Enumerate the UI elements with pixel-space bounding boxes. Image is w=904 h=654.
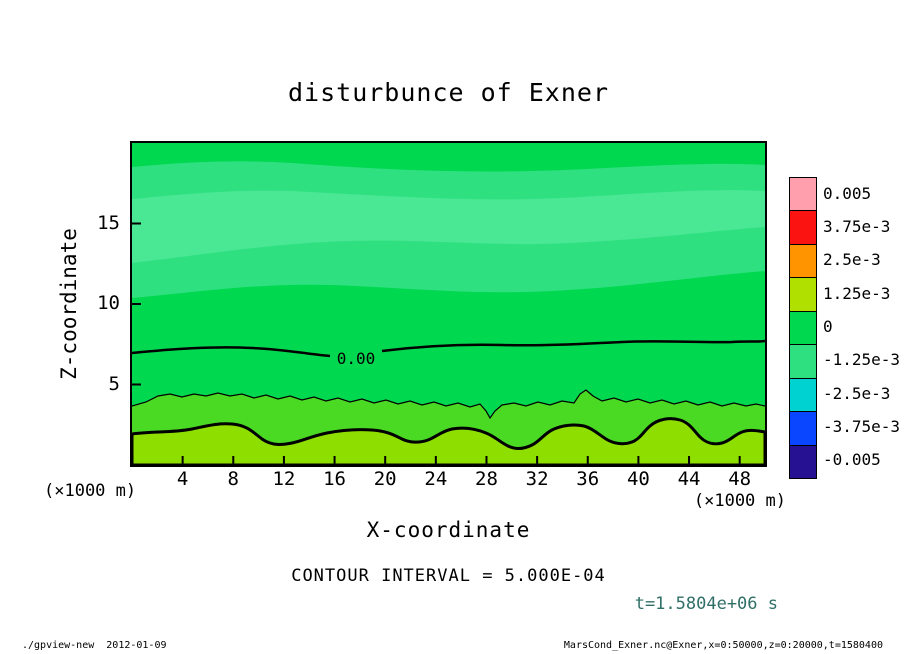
x-tick-label: 16	[323, 468, 346, 490]
zero-contour-line-right	[381, 339, 765, 353]
colorbar-label: -3.75e-3	[823, 417, 901, 436]
plot-area: 0.00	[130, 141, 767, 467]
colorbar-label: 2.5e-3	[823, 250, 881, 270]
colorbar-cell	[790, 211, 816, 245]
x-tick-label: 44	[677, 468, 701, 490]
colorbar-label: 1.25e-3	[823, 283, 891, 303]
zero-contour-label: 0.00	[337, 349, 376, 368]
colorbar-cell	[790, 412, 816, 446]
colorbar-cell	[790, 278, 816, 312]
z-tick-label: 5	[108, 372, 120, 395]
colorbar-label: -2.5e-3	[823, 383, 891, 403]
contour-plot: 0.00	[132, 143, 765, 465]
colorbar-cell	[790, 345, 816, 379]
thin-contour-line	[132, 389, 765, 420]
colorbar	[789, 177, 817, 479]
x-tick-label: 36	[576, 468, 600, 490]
x-tick-label: 4	[176, 468, 189, 490]
x-tick-label: 20	[373, 468, 397, 490]
axis-tick-marks	[132, 222, 741, 465]
x-tick-label: 48	[728, 468, 752, 490]
x-axis-title: X-coordinate	[366, 518, 531, 542]
colorbar-cell	[790, 445, 816, 478]
colorbar-label: 0.005	[823, 183, 872, 203]
x-tick-label: 8	[227, 468, 239, 490]
colorbar-cell	[790, 311, 816, 346]
z-tick-label: 15	[97, 211, 120, 234]
colorbar-label: -0.005	[823, 450, 881, 470]
contour-interval-text: CONTOUR INTERVAL = 5.000E-04	[291, 566, 606, 586]
colorbar-label: 3.75e-3	[823, 217, 891, 236]
colorbar-cell	[790, 378, 816, 413]
colorbar-label: -1.25e-3	[823, 350, 901, 370]
x-tick-label: 24	[424, 468, 448, 490]
page-title: disturbunce of Exner	[287, 78, 610, 107]
field-upper-light-fill	[132, 190, 765, 263]
time-label: t=1.5804e+06 s	[634, 594, 778, 614]
zero-contour-line-left	[132, 346, 331, 358]
x-tick-label: 28	[475, 468, 498, 490]
footer-source-text: MarsCond_Exner.nc@Exner,x=0:50000,z=0:20…	[563, 640, 883, 651]
x-tick-label: 12	[272, 468, 296, 490]
x-axis-unit: (×1000 m)	[693, 491, 786, 511]
footer-command-text: ./gpview-new 2012-01-09	[22, 640, 167, 651]
surface-blob-contour	[132, 417, 765, 465]
z-tick-label: 10	[97, 292, 120, 314]
x-tick-label: 40	[626, 468, 650, 490]
x-tick-label: 32	[525, 468, 549, 490]
z-axis-unit: (×1000 m)	[44, 481, 137, 501]
colorbar-cell	[790, 244, 816, 279]
colorbar-cell	[790, 178, 816, 212]
colorbar-label: 0	[823, 317, 833, 336]
